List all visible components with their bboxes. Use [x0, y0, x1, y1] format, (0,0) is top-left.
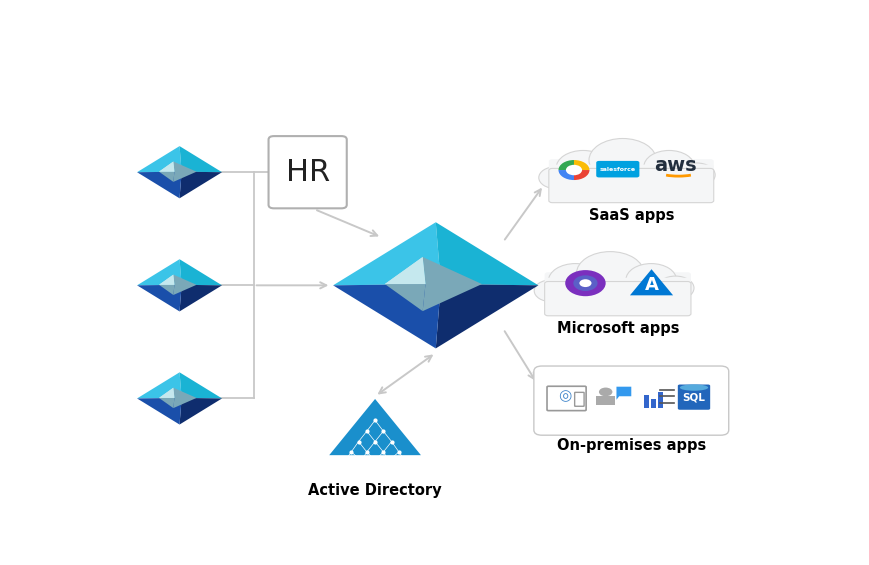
- Circle shape: [573, 275, 597, 291]
- FancyBboxPatch shape: [534, 366, 728, 435]
- FancyBboxPatch shape: [677, 385, 709, 410]
- Polygon shape: [616, 386, 631, 400]
- Polygon shape: [422, 257, 481, 311]
- Polygon shape: [179, 259, 222, 285]
- Circle shape: [565, 165, 581, 175]
- Circle shape: [579, 279, 591, 287]
- Wedge shape: [574, 170, 589, 180]
- Circle shape: [598, 388, 612, 396]
- Circle shape: [656, 276, 693, 300]
- Polygon shape: [173, 162, 196, 182]
- Circle shape: [547, 263, 601, 298]
- Text: SQL: SQL: [682, 392, 705, 402]
- Circle shape: [625, 264, 676, 296]
- Text: Active Directory: Active Directory: [308, 483, 441, 498]
- Text: salesforce: salesforce: [599, 167, 635, 172]
- Polygon shape: [179, 398, 222, 424]
- FancyBboxPatch shape: [544, 272, 690, 316]
- Text: A: A: [644, 276, 658, 294]
- Polygon shape: [179, 146, 222, 172]
- Polygon shape: [384, 257, 425, 284]
- Circle shape: [565, 270, 605, 296]
- Circle shape: [538, 167, 572, 189]
- Text: On-premises apps: On-premises apps: [556, 437, 705, 453]
- Polygon shape: [137, 372, 182, 398]
- Polygon shape: [629, 270, 673, 295]
- Polygon shape: [333, 222, 441, 285]
- Polygon shape: [137, 285, 182, 311]
- Wedge shape: [558, 160, 574, 170]
- Wedge shape: [558, 170, 574, 180]
- Circle shape: [643, 150, 693, 183]
- Circle shape: [576, 251, 643, 295]
- Text: Microsoft apps: Microsoft apps: [556, 321, 679, 336]
- Polygon shape: [328, 399, 421, 455]
- Polygon shape: [159, 172, 175, 182]
- Circle shape: [588, 138, 655, 182]
- FancyBboxPatch shape: [544, 278, 690, 316]
- Polygon shape: [159, 388, 175, 398]
- Polygon shape: [435, 284, 538, 349]
- Polygon shape: [159, 388, 175, 398]
- Polygon shape: [333, 284, 441, 349]
- Polygon shape: [137, 146, 182, 172]
- Polygon shape: [159, 398, 175, 408]
- Circle shape: [677, 163, 714, 187]
- FancyBboxPatch shape: [657, 392, 662, 408]
- FancyBboxPatch shape: [548, 164, 713, 203]
- Polygon shape: [384, 257, 425, 284]
- FancyBboxPatch shape: [643, 396, 649, 408]
- Polygon shape: [435, 222, 538, 285]
- Circle shape: [555, 150, 609, 185]
- Polygon shape: [159, 275, 175, 285]
- Text: aws: aws: [653, 156, 695, 175]
- Polygon shape: [159, 162, 175, 172]
- Polygon shape: [179, 285, 222, 311]
- Polygon shape: [595, 396, 614, 405]
- Ellipse shape: [679, 384, 707, 391]
- Polygon shape: [173, 388, 196, 408]
- Polygon shape: [137, 259, 182, 285]
- Polygon shape: [179, 172, 222, 198]
- Wedge shape: [574, 160, 589, 170]
- Polygon shape: [159, 285, 175, 295]
- Polygon shape: [159, 162, 175, 172]
- Circle shape: [534, 280, 567, 302]
- FancyBboxPatch shape: [269, 136, 347, 208]
- Text: ◎: ◎: [558, 388, 571, 403]
- Polygon shape: [137, 172, 182, 198]
- Text: HR: HR: [285, 158, 329, 186]
- Text: SaaS apps: SaaS apps: [587, 208, 673, 223]
- Polygon shape: [137, 398, 182, 424]
- FancyBboxPatch shape: [595, 161, 639, 177]
- Polygon shape: [173, 275, 196, 295]
- FancyBboxPatch shape: [548, 159, 713, 203]
- Polygon shape: [159, 275, 175, 285]
- Polygon shape: [384, 284, 425, 311]
- FancyBboxPatch shape: [650, 399, 655, 408]
- Polygon shape: [179, 372, 222, 398]
